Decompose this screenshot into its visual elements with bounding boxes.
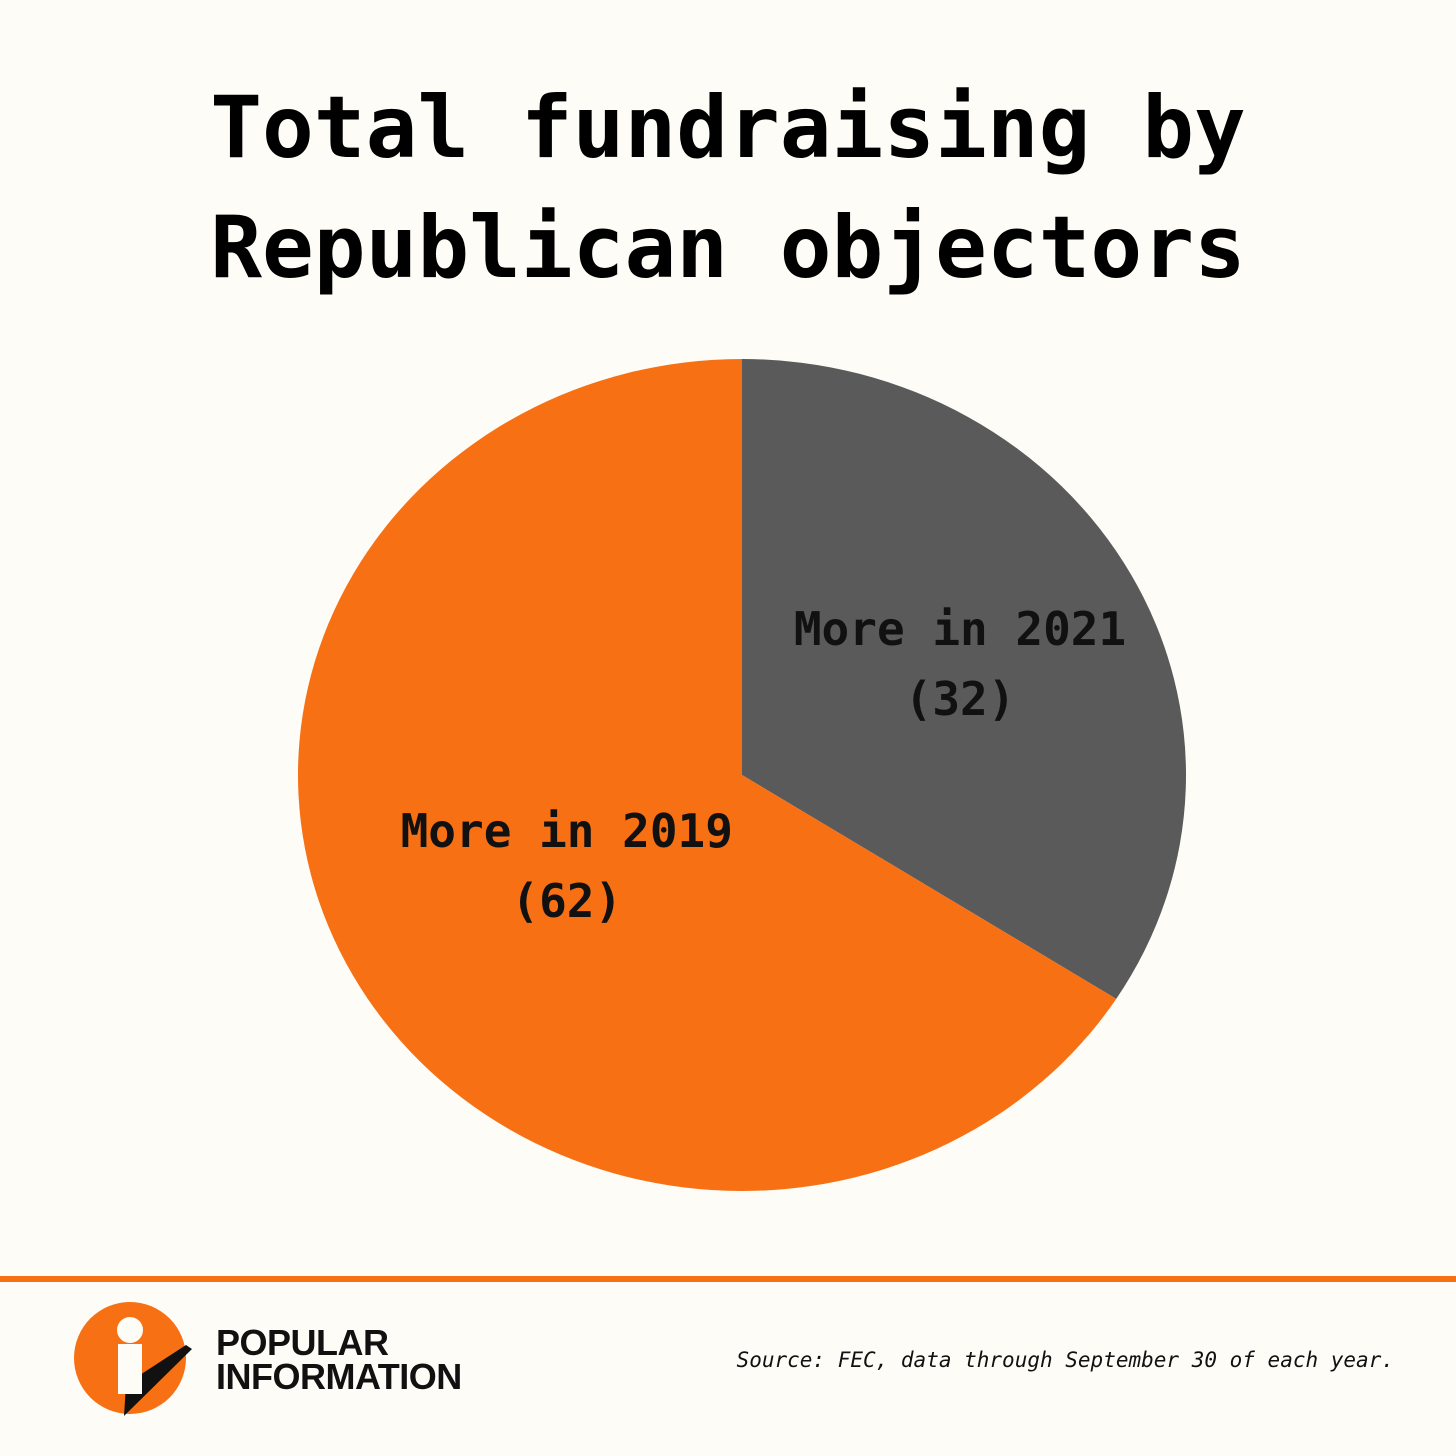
source-note: Source: FEC, data through September 30 o…	[736, 1348, 1394, 1372]
footer-divider	[0, 1276, 1456, 1282]
brand-name-line-1: POPULAR	[216, 1322, 389, 1363]
chart-title: Total fundraising by Republican objector…	[0, 68, 1456, 308]
pie-slice-more-in-2021	[742, 359, 1186, 999]
popular-information-logo-icon	[74, 1302, 192, 1416]
brand-name: POPULAR INFORMATION	[216, 1322, 462, 1397]
chart-title-line-2: Republican objectors	[210, 198, 1246, 298]
slice-label-0: More in 2021	[794, 602, 1126, 656]
slice-label-1: More in 2019	[401, 804, 733, 858]
chart-title-line-1: Total fundraising by	[210, 78, 1246, 178]
brand-name-line-2: INFORMATION	[216, 1356, 462, 1397]
slice-value-0: (32)	[905, 672, 1016, 726]
slice-value-1: (62)	[511, 874, 622, 928]
pie-slice-more-in-2019	[297, 359, 1117, 1192]
